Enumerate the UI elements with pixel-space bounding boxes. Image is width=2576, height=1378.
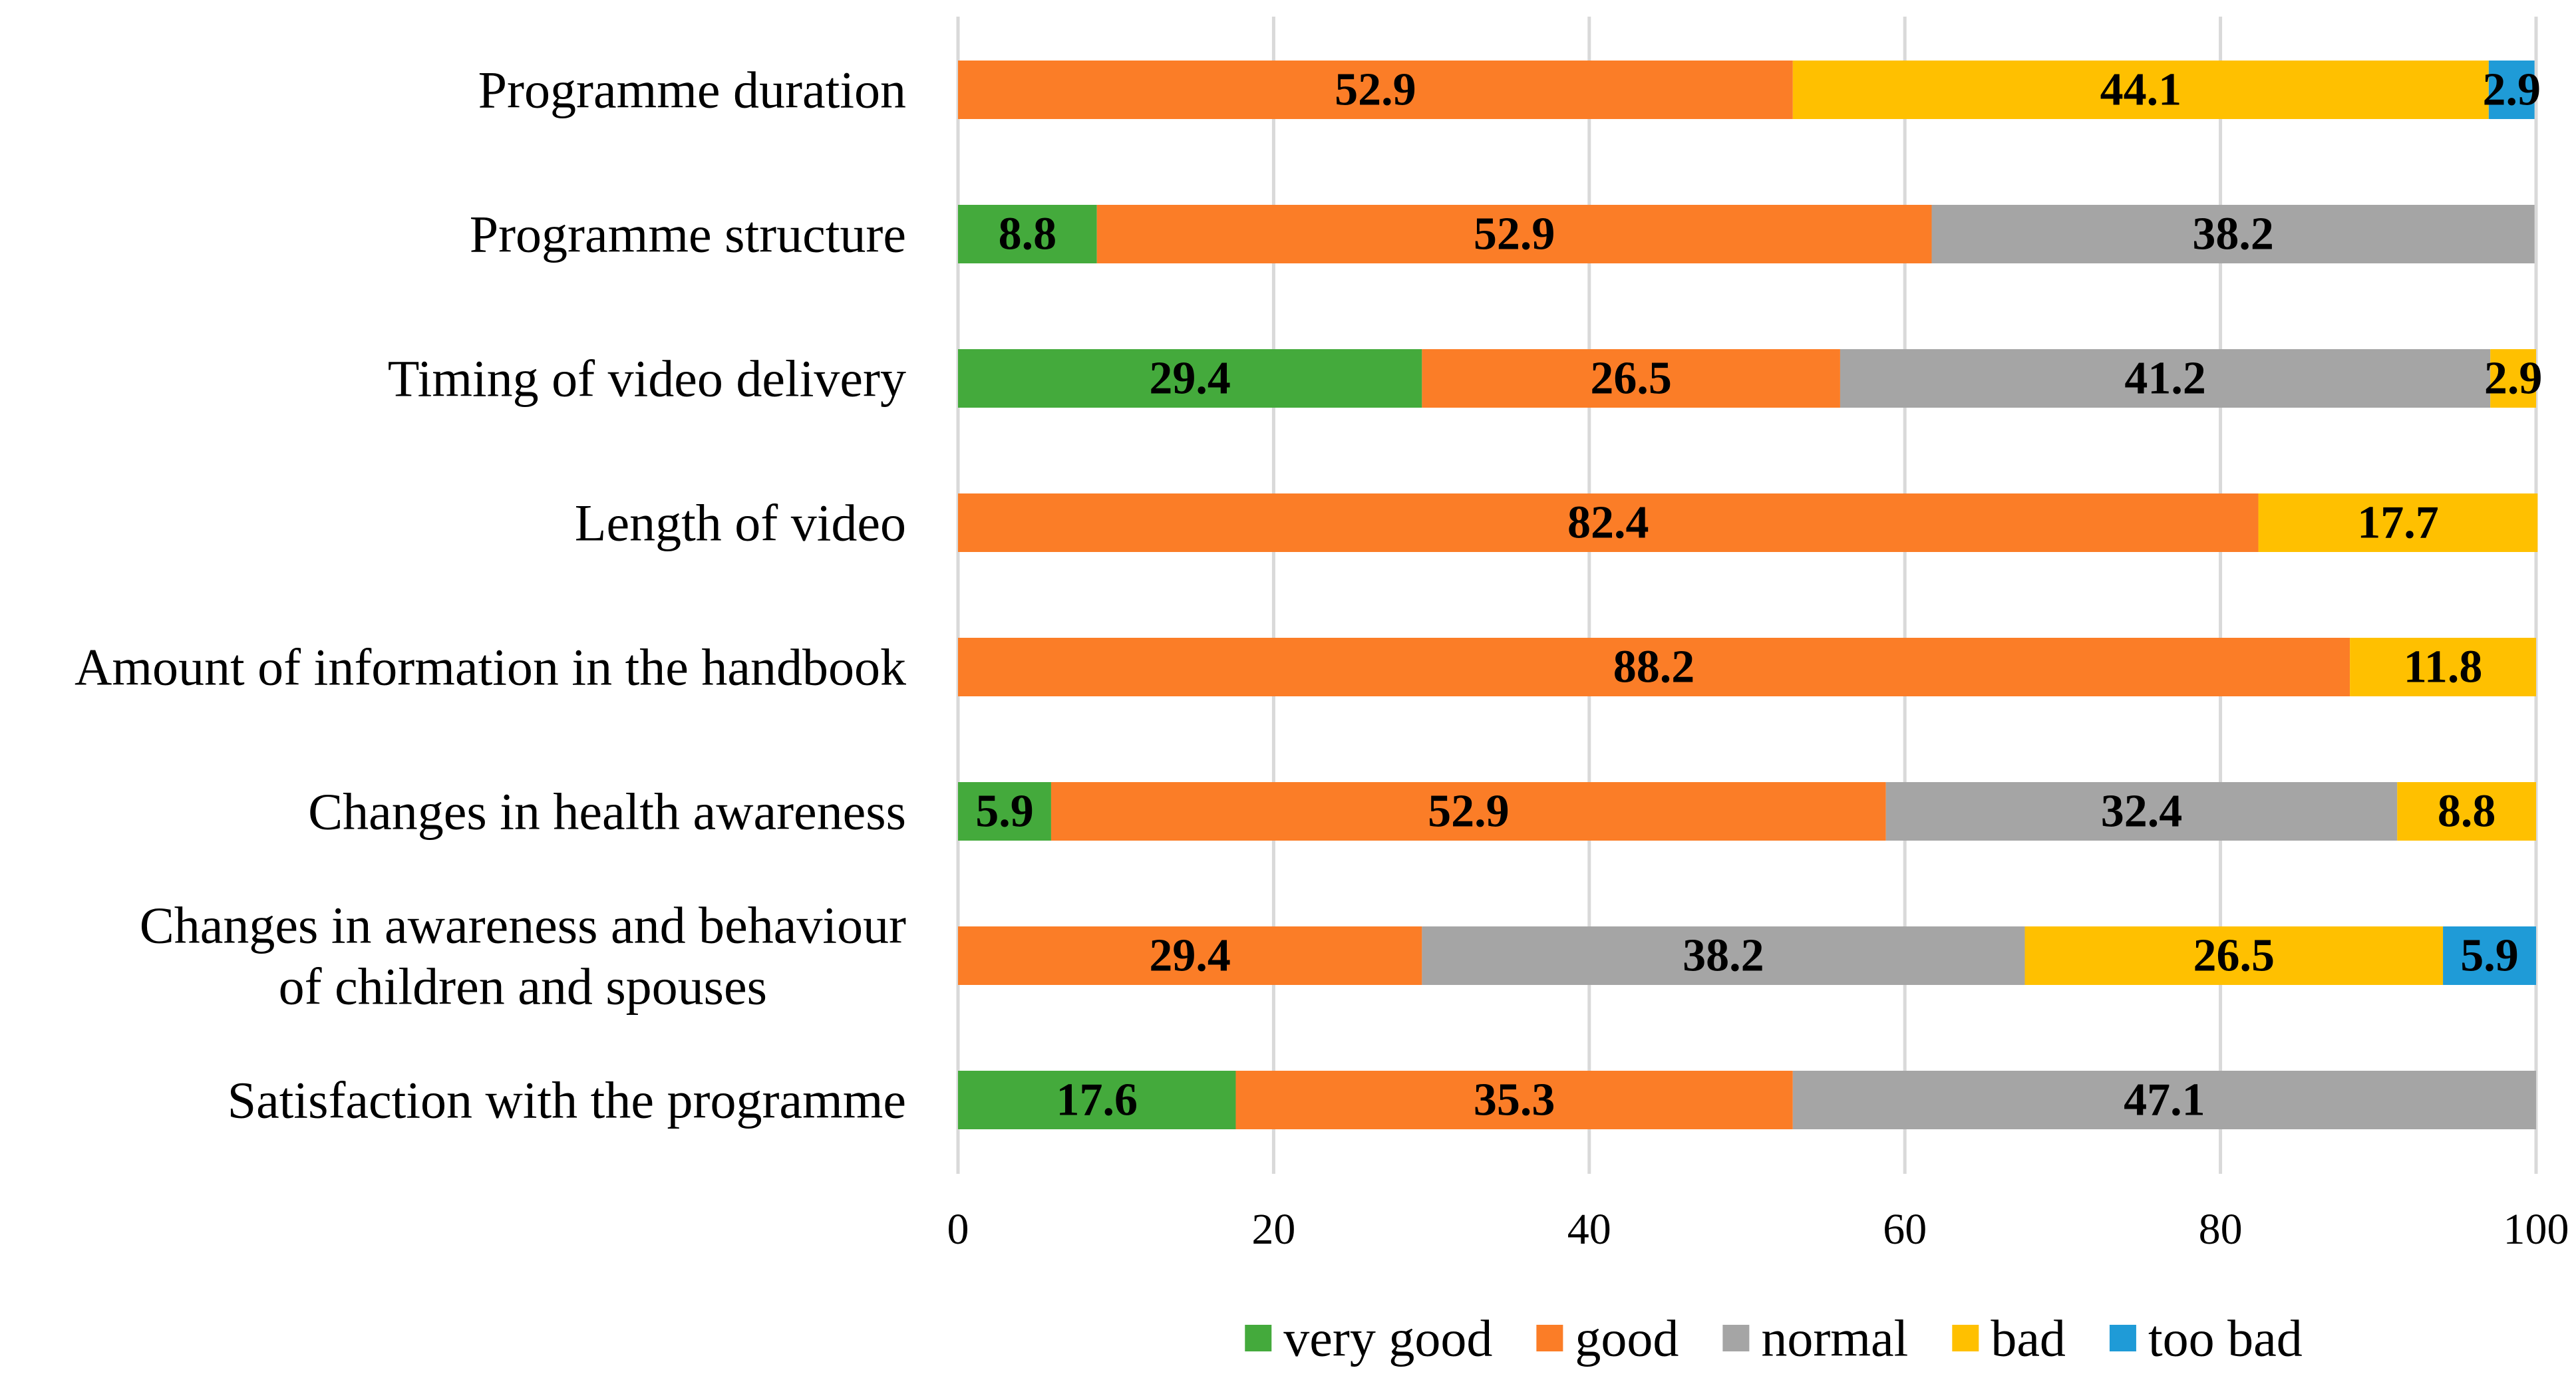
legend-item-very-good: very good — [1245, 1309, 1492, 1367]
data-label-normal-row-2: 38.2 — [2192, 209, 2274, 260]
legend-item-too-bad: too bad — [2109, 1309, 2303, 1367]
bar-very-good-row-8 — [958, 1071, 1236, 1129]
bar-very-good-row-6 — [958, 782, 1051, 841]
bar-normal-row-7 — [1422, 926, 2025, 985]
data-label-very-good-row-8: 17.6 — [1056, 1075, 1138, 1126]
category-label-5: Amount of information in the handbook — [75, 638, 906, 696]
legend-label-too-bad: too bad — [2148, 1309, 2303, 1367]
legend-label-normal: normal — [1761, 1309, 1908, 1367]
data-labels: 52.9 44.1 2.9 8.8 52.9 38.2 29.4 26.5 41.2 2.9 82.… — [975, 65, 2542, 1126]
data-label-good-row-5: 88.2 — [1613, 642, 1695, 693]
bar-bad-row-6 — [2397, 782, 2536, 841]
bar-good-row-6 — [1050, 782, 1886, 841]
bar-too-bad-row-1 — [2488, 61, 2535, 119]
x-tick-label-40: 40 — [1567, 1205, 1611, 1254]
category-label-8: Satisfaction with the programme — [228, 1071, 906, 1129]
category-label-line: of children and spouses — [279, 958, 767, 1016]
data-label-too-bad-row-7: 5.9 — [2460, 930, 2519, 982]
gridlines — [956, 17, 2538, 1174]
data-label-bad-row-7: 26.5 — [2193, 930, 2275, 982]
category-label-1: Programme duration — [478, 61, 906, 119]
bar-good-row-8 — [1235, 1071, 1793, 1129]
legend-swatch-normal — [1722, 1325, 1750, 1351]
bar-good-row-4 — [958, 493, 2259, 552]
bar-normal-row-2 — [1931, 205, 2535, 263]
data-label-very-good-row-6: 5.9 — [975, 786, 1034, 837]
legend-label-bad: bad — [1991, 1309, 2066, 1367]
legend-swatch-very-good — [1245, 1325, 1272, 1351]
legend-item-normal: normal — [1722, 1309, 1908, 1367]
x-tick-label-0: 0 — [947, 1205, 969, 1254]
category-label-3: Timing of video delivery — [388, 350, 906, 408]
category-label-line: Satisfaction with the programme — [228, 1071, 906, 1129]
bar-good-row-1 — [958, 61, 1793, 119]
bar-good-row-3 — [1422, 349, 1840, 408]
data-label-normal-row-8: 47.1 — [2124, 1075, 2205, 1126]
data-label-good-row-8: 35.3 — [1474, 1075, 1555, 1126]
category-label-line: Changes in health awareness — [308, 783, 906, 841]
bar-bad-row-3 — [2490, 349, 2536, 408]
bar-normal-row-6 — [1885, 782, 2398, 841]
bar-bad-row-7 — [2024, 926, 2444, 985]
bar-normal-row-3 — [1840, 349, 2491, 408]
bar-bad-row-4 — [2258, 493, 2538, 552]
category-label-line: Amount of information in the handbook — [75, 638, 906, 696]
data-label-very-good-row-2: 8.8 — [999, 209, 1057, 260]
data-label-bad-row-6: 8.8 — [2438, 786, 2496, 837]
legend-swatch-bad — [1952, 1325, 1979, 1351]
bar-good-row-5 — [958, 638, 2350, 696]
x-tick-label-100: 100 — [2503, 1205, 2569, 1254]
data-label-too-bad-row-1: 2.9 — [2482, 65, 2541, 116]
x-tick-label-80: 80 — [2199, 1205, 2243, 1254]
category-label-line: Length of video — [575, 494, 906, 552]
bars — [958, 61, 2538, 1129]
x-axis-tick-labels: 0 20 40 60 80 100 — [947, 1205, 2569, 1254]
data-label-bad-row-3: 2.9 — [2484, 353, 2543, 404]
bar-bad-row-1 — [1792, 61, 2489, 119]
data-label-good-row-3: 26.5 — [1590, 353, 1672, 404]
bar-too-bad-row-7 — [2443, 926, 2536, 985]
legend-label-very-good: very good — [1283, 1309, 1492, 1367]
category-label-6: Changes in health awareness — [308, 783, 906, 841]
data-label-good-row-2: 52.9 — [1474, 209, 1555, 260]
legend-swatch-too-bad — [2109, 1325, 2136, 1351]
data-label-good-row-1: 52.9 — [1335, 65, 1416, 116]
bar-good-row-2 — [1096, 205, 1932, 263]
data-label-bad-row-5: 11.8 — [2404, 642, 2483, 693]
legend-item-bad: bad — [1952, 1309, 2066, 1367]
data-label-bad-row-4: 17.7 — [2357, 497, 2439, 549]
legend-swatch-good — [1536, 1325, 1563, 1351]
category-label-4: Length of video — [575, 494, 906, 552]
data-label-very-good-row-3: 29.4 — [1149, 353, 1231, 404]
x-tick-label-60: 60 — [1883, 1205, 1927, 1254]
category-label-7: Changes in awareness and behaviour of chi… — [140, 896, 906, 1016]
bar-good-row-7 — [958, 926, 1422, 985]
category-labels: Programme duration Programme structure Tim… — [75, 61, 906, 1129]
category-label-line: Programme duration — [478, 61, 906, 119]
bar-bad-row-5 — [2350, 638, 2536, 696]
data-label-good-row-7: 29.4 — [1149, 930, 1231, 982]
data-label-normal-row-6: 32.4 — [2101, 786, 2183, 837]
category-label-line: Programme structure — [470, 206, 906, 263]
data-label-bad-row-1: 44.1 — [2100, 65, 2182, 116]
bar-very-good-row-2 — [958, 205, 1097, 263]
category-label-line: Changes in awareness and behaviour — [140, 896, 906, 954]
legend-label-good: good — [1575, 1309, 1679, 1367]
category-label-2: Programme structure — [470, 206, 906, 263]
data-label-normal-row-3: 41.2 — [2124, 353, 2206, 404]
data-label-normal-row-7: 38.2 — [1683, 930, 1764, 982]
category-label-line: Timing of video delivery — [388, 350, 906, 408]
legend: very good good normal bad too bad — [1245, 1309, 2303, 1367]
bar-normal-row-8 — [1792, 1071, 2536, 1129]
data-label-good-row-6: 52.9 — [1428, 786, 1510, 837]
legend-item-good: good — [1536, 1309, 1679, 1367]
x-tick-label-20: 20 — [1251, 1205, 1295, 1254]
data-label-good-row-4: 82.4 — [1567, 497, 1649, 549]
bar-very-good-row-3 — [958, 349, 1422, 408]
